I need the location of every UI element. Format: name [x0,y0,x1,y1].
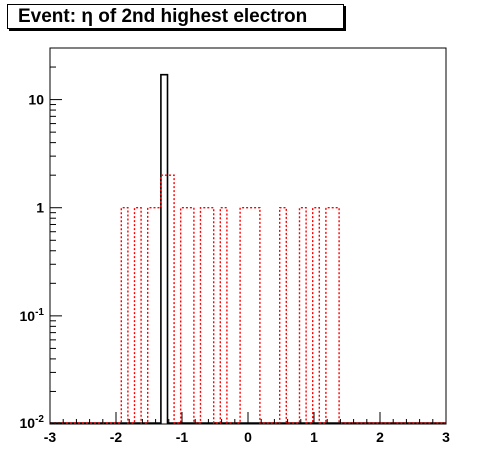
chart-title: Event: η of 2nd highest electron [7,4,344,29]
x-tick-label-6: 3 [442,429,450,445]
y-tick-label-1: 10-1 [20,307,45,324]
series-1-outline [50,174,446,424]
x-tick-label-3: 0 [244,429,252,445]
series-1 [50,174,446,424]
x-tick-label-0: -3 [44,429,57,445]
plot-frame [49,47,447,425]
x-tick-label-2: -1 [176,429,189,445]
x-tick-label-4: 1 [310,429,318,445]
x-tick-label-5: 2 [376,429,384,445]
y-tick-label-2: 1 [36,200,44,216]
y-tick-label-0: 10-2 [20,414,45,431]
x-tick-label-1: -2 [110,429,123,445]
series-0 [50,73,446,424]
y-tick-label-3: 10 [28,92,44,108]
series-0-outline [50,73,446,424]
